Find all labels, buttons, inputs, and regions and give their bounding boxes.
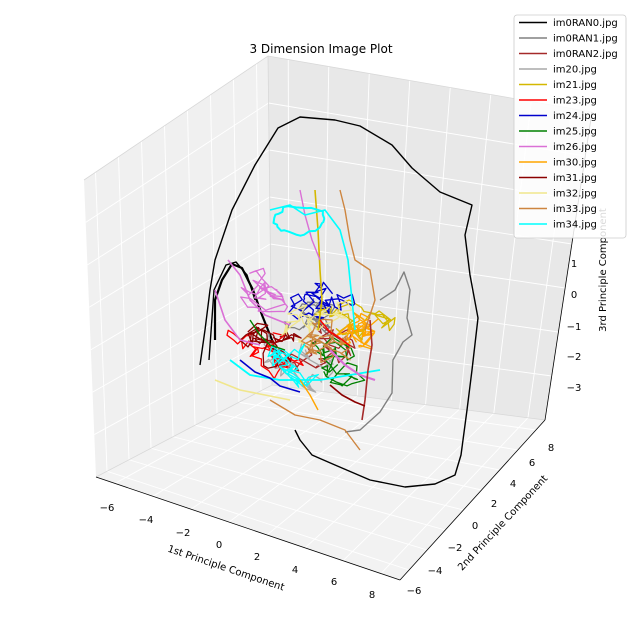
z-tick-label: −2	[567, 352, 582, 363]
series-path	[314, 189, 323, 331]
grid-line	[210, 94, 218, 414]
trajectories	[199, 116, 479, 488]
tick-group: −6 −4 −2 0 2 4 6 8 −6 −4 −2 0 2 4 6 8 −3 −2 −1 0 1	[100, 259, 582, 601]
series-path	[239, 322, 302, 369]
series-path	[249, 319, 286, 351]
grid-line	[128, 459, 428, 551]
series-path	[336, 311, 379, 350]
x-tick-label: 6	[331, 577, 337, 588]
series-path	[269, 399, 361, 451]
z-axis-title: 3rd Principle Component	[598, 208, 609, 332]
series-path	[240, 267, 289, 313]
series-path	[213, 262, 280, 356]
y-tick-label: −2	[448, 543, 463, 554]
chart-title: 3 Dimension Image Plot	[249, 42, 392, 56]
grid-line	[118, 156, 130, 460]
series-path	[269, 204, 356, 331]
legend-label: im0RAN1.jpg	[553, 34, 618, 45]
legend-label: im31.jpg	[553, 173, 597, 184]
series-path	[339, 189, 376, 331]
grid-line	[150, 447, 446, 531]
z-tick-label: −3	[567, 383, 582, 394]
series-path	[329, 384, 366, 407]
x-tick-label: 0	[216, 540, 222, 551]
legend-label: im24.jpg	[553, 111, 597, 122]
y-tick-label: 2	[491, 499, 497, 510]
legend-label: im33.jpg	[553, 204, 597, 215]
y-tick-label: 8	[548, 443, 554, 454]
legend-label: im30.jpg	[553, 158, 597, 169]
y-tick-label: −6	[407, 586, 422, 597]
z-tick-label: −1	[567, 322, 582, 333]
legend-label: im34.jpg	[553, 220, 597, 231]
grid-line	[106, 470, 410, 571]
legend-label: im32.jpg	[553, 189, 597, 200]
grid-line	[172, 436, 464, 511]
series-path	[299, 379, 319, 411]
legend-label: im23.jpg	[553, 96, 597, 107]
x-tick-label: −4	[139, 515, 154, 526]
series-path	[281, 300, 353, 349]
grid-line	[141, 141, 152, 449]
series-path	[319, 319, 351, 347]
y-tick-label: 0	[472, 521, 478, 532]
legend-label: im20.jpg	[553, 65, 597, 76]
grid-line	[187, 110, 196, 426]
legend-label: im25.jpg	[553, 127, 597, 138]
series-path	[227, 259, 291, 326]
series-path	[299, 189, 321, 261]
grid-line	[95, 172, 108, 472]
x-tick-label: 4	[292, 565, 298, 576]
legend-box	[513, 14, 627, 239]
legend-label: im0RAN2.jpg	[553, 49, 618, 60]
x-axis-line	[95, 476, 401, 581]
grid-line	[216, 413, 500, 471]
grid-line	[164, 125, 174, 437]
grid-line	[260, 390, 537, 431]
series-path	[361, 319, 373, 421]
grid-line	[233, 79, 240, 403]
z-tick-label: 0	[571, 290, 577, 301]
legend-label: im21.jpg	[553, 80, 597, 91]
grid-line	[194, 424, 482, 491]
series-path	[300, 318, 352, 364]
legend-label: im26.jpg	[553, 142, 597, 153]
left-pane	[84, 56, 272, 477]
series-path	[278, 322, 356, 372]
grid-line	[238, 401, 518, 451]
series-path	[214, 379, 291, 401]
x-axis-title: 1st Principle Component	[166, 544, 286, 594]
z-tick-label: 1	[571, 259, 577, 270]
x-tick-label: −6	[100, 503, 115, 514]
y-axis-line	[399, 419, 546, 581]
series-path	[199, 116, 479, 488]
legend: im0RAN0.jpg im0RAN1.jpg im0RAN2.jpg im20.jp…	[513, 14, 627, 239]
series-path	[344, 271, 413, 433]
series-path	[272, 205, 326, 237]
x-tick-label: −2	[176, 528, 191, 539]
pane-edges	[83, 55, 593, 478]
legend-label: im0RAN0.jpg	[553, 18, 618, 29]
series-path	[239, 359, 301, 393]
y-tick-label: 6	[529, 458, 535, 469]
y-tick-label: 4	[510, 479, 516, 490]
x-tick-label: 8	[369, 590, 375, 601]
y-tick-label: −4	[428, 566, 443, 577]
series-path	[288, 281, 356, 320]
series-path	[214, 289, 261, 346]
x-tick-label: 2	[254, 552, 260, 563]
